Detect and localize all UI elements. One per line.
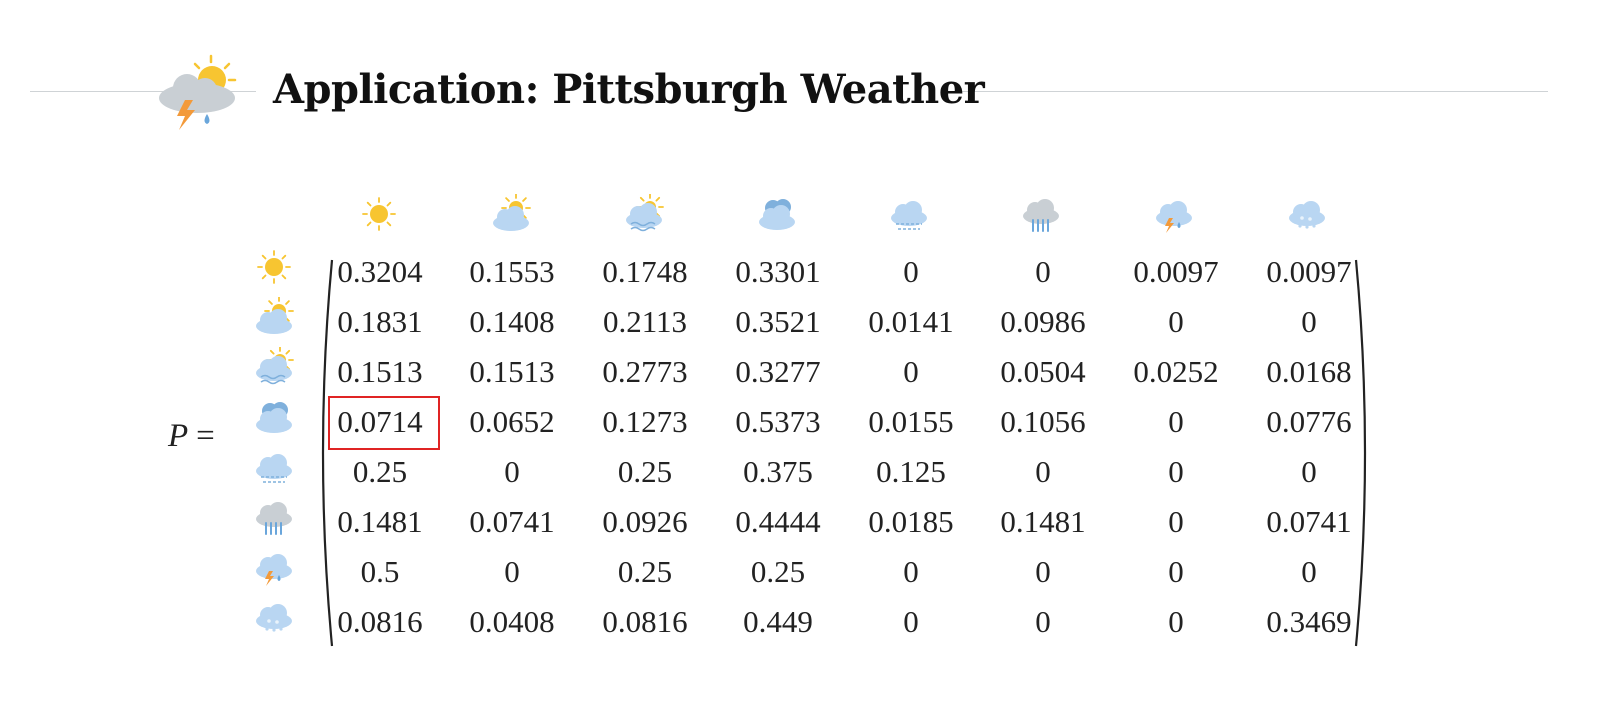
hazy-sun-icon <box>251 347 297 387</box>
matrix-cell: 0 <box>1168 404 1184 439</box>
matrix-cell: 0.0097 <box>1266 254 1352 289</box>
matrix-cell: 0 <box>1035 604 1051 639</box>
matrix-cell: 0.25 <box>617 454 673 489</box>
matrix-cell: 0 <box>1301 304 1317 339</box>
matrix-cell: 0.25 <box>617 554 673 589</box>
matrix-cell: 0 <box>1035 454 1051 489</box>
matrix-cell: 0.0141 <box>868 304 954 339</box>
storm-cloud-sun-icon <box>157 52 243 136</box>
sunny-icon <box>251 247 297 287</box>
sunny-icon <box>356 194 402 234</box>
rain-icon <box>1018 194 1064 234</box>
cloudy-icon <box>251 397 297 437</box>
matrix-cell: 0.3277 <box>735 354 821 389</box>
matrix-cell: 0.375 <box>743 454 813 489</box>
matrix-cell: 0 <box>1168 554 1184 589</box>
matrix-cell: 0 <box>1168 304 1184 339</box>
matrix-cell: 0.1553 <box>469 254 555 289</box>
matrix-cell: 0 <box>1168 454 1184 489</box>
matrix-cell: 0.5373 <box>735 404 821 439</box>
matrix-cell: 0.0185 <box>868 504 954 539</box>
matrix-cell: 0.5 <box>360 554 400 589</box>
matrix-label: P = <box>168 418 215 454</box>
matrix-cell: 0.0168 <box>1266 354 1352 389</box>
matrix-cell: 0.0714 <box>337 404 423 439</box>
slide-title: Application: Pittsburgh Weather <box>273 66 985 113</box>
matrix-cell: 0.449 <box>743 604 813 639</box>
matrix-cell: 0.1481 <box>1000 504 1086 539</box>
matrix-cell: 0.4444 <box>735 504 821 539</box>
matrix-cell: 0.1831 <box>337 304 423 339</box>
matrix-cell: 0 <box>1168 504 1184 539</box>
thunderstorm-icon <box>251 547 297 587</box>
matrix-cell: 0 <box>1168 604 1184 639</box>
snow-icon <box>1284 194 1330 234</box>
matrix-cell: 0.0776 <box>1266 404 1352 439</box>
matrix-cell: 0.125 <box>876 454 946 489</box>
title-rule-right <box>955 91 1548 92</box>
matrix-cell: 0.1513 <box>337 354 423 389</box>
matrix-cell: 0.0252 <box>1133 354 1219 389</box>
matrix-cell: 0.0741 <box>469 504 555 539</box>
title-rule-left <box>30 91 256 92</box>
matrix-cell: 0 <box>1301 454 1317 489</box>
matrix-cell: 0.0408 <box>469 604 555 639</box>
cloudy-icon <box>754 194 800 234</box>
matrix-cell: 0.2773 <box>602 354 688 389</box>
matrix-cell: 0 <box>504 454 520 489</box>
foggy-cloud-icon <box>251 447 297 487</box>
matrix-cell: 0.0097 <box>1133 254 1219 289</box>
matrix-cell: 0.2113 <box>602 304 688 339</box>
matrix-cell: 0 <box>903 354 919 389</box>
rain-icon <box>251 497 297 537</box>
matrix-cell: 0.0504 <box>1000 354 1086 389</box>
matrix-cell: 0.3301 <box>735 254 821 289</box>
matrix-cell: 0.25 <box>750 554 806 589</box>
highlighted-cell-box <box>328 396 440 450</box>
thunderstorm-icon <box>1151 194 1197 234</box>
matrix-cell: 0.0741 <box>1266 504 1352 539</box>
matrix-cell: 0.1513 <box>469 354 555 389</box>
matrix-cell: 0 <box>903 254 919 289</box>
matrix-cell: 0.3204 <box>337 254 423 289</box>
matrix-cell: 0 <box>1301 554 1317 589</box>
matrix-cell: 0 <box>1035 554 1051 589</box>
transition-matrix: 0.3204 0.1553 0.1748 0.3301 0 0 0.0097 0.0097 0.… <box>318 254 1408 658</box>
matrix-cell: 0 <box>1035 254 1051 289</box>
matrix-cell: 0.0816 <box>602 604 688 639</box>
matrix-cell: 0.1273 <box>602 404 688 439</box>
snow-icon <box>251 597 297 637</box>
matrix-cell: 0 <box>903 554 919 589</box>
matrix-cell: 0 <box>504 554 520 589</box>
partly-cloudy-icon <box>488 194 534 234</box>
matrix-cell: 0.25 <box>352 454 408 489</box>
foggy-cloud-icon <box>886 194 932 234</box>
matrix-cell: 0.0816 <box>337 604 423 639</box>
matrix-cell: 0.1748 <box>602 254 688 289</box>
matrix-cell: 0.1408 <box>469 304 555 339</box>
matrix-cell: 0.1056 <box>1000 404 1086 439</box>
matrix-cell: 0.0155 <box>868 404 954 439</box>
matrix-cell: 0.3469 <box>1266 604 1352 639</box>
matrix-cell: 0.3521 <box>735 304 821 339</box>
right-parenthesis <box>1354 259 1367 647</box>
matrix-cell: 0.1481 <box>337 504 423 539</box>
partly-cloudy-icon <box>251 297 297 337</box>
left-parenthesis <box>321 259 334 647</box>
matrix-cell: 0.0652 <box>469 404 555 439</box>
matrix-cell: 0.0986 <box>1000 304 1086 339</box>
hazy-sun-icon <box>621 194 667 234</box>
matrix-cell: 0.0926 <box>602 504 688 539</box>
matrix-cell: 0 <box>903 604 919 639</box>
